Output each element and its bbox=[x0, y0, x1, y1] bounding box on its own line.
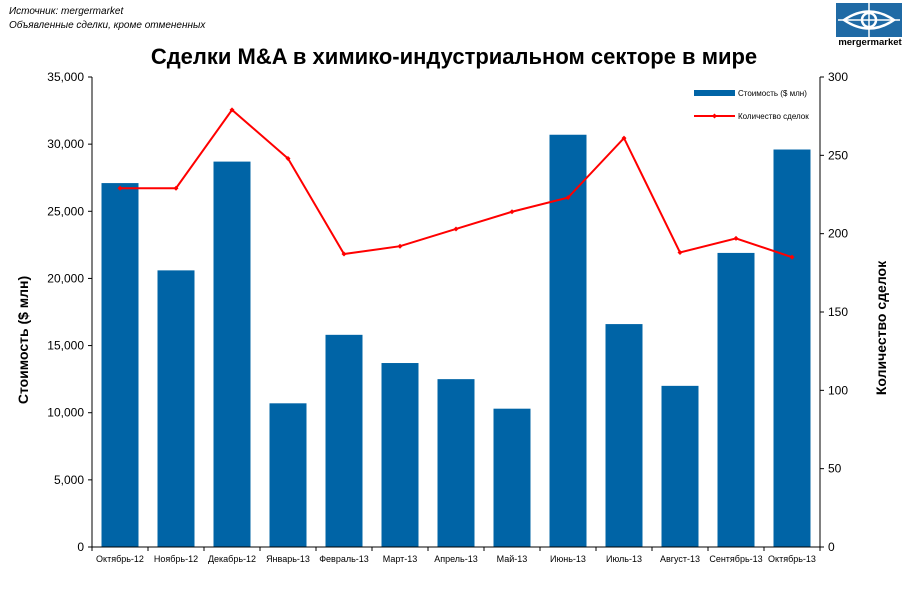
x-tick-label: Май-13 bbox=[497, 554, 528, 564]
line-point bbox=[117, 185, 123, 191]
line-point bbox=[285, 155, 291, 161]
left-tick-label: 20,000 bbox=[47, 271, 84, 285]
x-tick-label: Октябрь-12 bbox=[96, 554, 144, 564]
x-tick-label: Сентябрь-13 bbox=[709, 554, 762, 564]
logo-wordmark: mergermarket bbox=[838, 37, 902, 48]
right-tick-label: 300 bbox=[828, 70, 848, 84]
bar-series bbox=[101, 134, 811, 548]
right-tick-label: 50 bbox=[828, 462, 842, 476]
bar bbox=[661, 385, 699, 547]
line-point bbox=[565, 195, 571, 201]
line-point bbox=[677, 249, 683, 255]
y-axis-title-left: Стоимость ($ млн) bbox=[15, 276, 31, 404]
right-tick-label: 0 bbox=[828, 540, 835, 554]
line-point bbox=[397, 243, 403, 249]
bar bbox=[381, 363, 419, 547]
source-line-1: Источник: mergermarket bbox=[9, 6, 124, 17]
bar bbox=[605, 324, 643, 547]
x-tick-label: Июль-13 bbox=[606, 554, 642, 564]
bar bbox=[269, 403, 307, 547]
right-tick-label: 250 bbox=[828, 148, 848, 162]
bar bbox=[773, 149, 811, 547]
bar bbox=[493, 408, 531, 547]
left-tick-label: 35,000 bbox=[47, 70, 84, 84]
bar bbox=[717, 252, 755, 547]
chart-title: Сделки M&A в химико-индустриальном секто… bbox=[150, 44, 758, 69]
bar bbox=[101, 183, 139, 548]
left-tick-label: 25,000 bbox=[47, 204, 84, 218]
line-point bbox=[733, 235, 739, 241]
x-tick-label: Декабрь-12 bbox=[208, 554, 256, 564]
line-series bbox=[117, 107, 795, 260]
left-tick-label: 0 bbox=[77, 540, 84, 554]
line-point bbox=[509, 209, 515, 215]
bar bbox=[213, 161, 251, 547]
line-point bbox=[621, 135, 627, 141]
eye-logo-icon bbox=[836, 3, 902, 37]
x-tick-label: Январь-13 bbox=[266, 554, 310, 564]
x-tick-label: Август-13 bbox=[660, 554, 700, 564]
right-tick-label: 200 bbox=[828, 227, 848, 241]
line-point bbox=[789, 254, 795, 260]
line-point bbox=[229, 107, 235, 113]
legend-line-marker bbox=[712, 113, 717, 119]
right-tick-label: 150 bbox=[828, 305, 848, 319]
line-point bbox=[173, 185, 179, 191]
legend-line-label: Количество сделок bbox=[738, 112, 809, 121]
bar bbox=[549, 134, 587, 547]
x-tick-label: Февраль-13 bbox=[319, 554, 369, 564]
x-tick-label: Июнь-13 bbox=[550, 554, 586, 564]
x-tick-label: Октябрь-13 bbox=[768, 554, 816, 564]
right-tick-label: 100 bbox=[828, 383, 848, 397]
bar bbox=[325, 334, 363, 547]
line-point bbox=[453, 226, 459, 232]
x-tick-label: Апрель-13 bbox=[434, 554, 478, 564]
source-note: Источник: mergermarket Объявленные сделк… bbox=[9, 5, 205, 33]
legend: Стоимость ($ млн) Количество сделок bbox=[694, 89, 809, 121]
left-tick-labels: 0 5,000 10,000 15,000 20,000 25,000 30,000 35,0… bbox=[47, 70, 92, 554]
left-tick-label: 30,000 bbox=[47, 137, 84, 151]
left-tick-label: 10,000 bbox=[47, 406, 84, 420]
x-tick-label: Март-13 bbox=[383, 554, 418, 564]
x-tick-label: Ноябрь-12 bbox=[154, 554, 198, 564]
x-tick-labels: Октябрь-12 Ноябрь-12 Декабрь-12 Январь-13 Фе… bbox=[91, 547, 821, 564]
legend-bar-swatch bbox=[694, 90, 735, 96]
left-tick-label: 15,000 bbox=[47, 339, 84, 353]
right-tick-labels: 0 50 100 150 200 250 300 bbox=[820, 70, 848, 554]
bar bbox=[157, 270, 195, 547]
bar bbox=[437, 379, 475, 547]
source-line-2: Объявленные сделки, кроме отмененных bbox=[9, 20, 206, 31]
line-point bbox=[341, 251, 347, 257]
left-tick-label: 5,000 bbox=[54, 473, 84, 487]
legend-bar-label: Стоимость ($ млн) bbox=[738, 89, 807, 98]
y-axis-title-right: Количество сделок bbox=[873, 260, 889, 395]
